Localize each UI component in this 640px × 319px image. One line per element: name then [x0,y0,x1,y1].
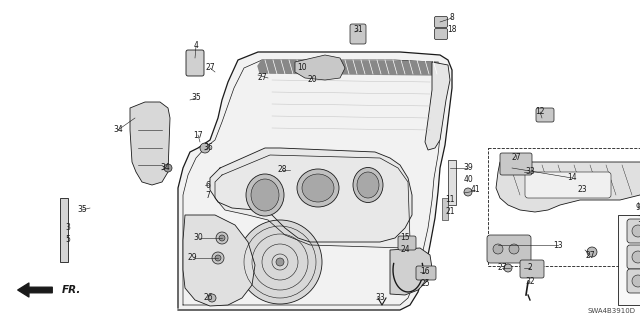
Circle shape [587,247,597,257]
Text: 27: 27 [205,63,215,72]
Text: 28: 28 [277,166,287,174]
Text: 31: 31 [353,26,363,34]
Ellipse shape [357,172,379,198]
Text: 27: 27 [585,250,595,259]
FancyBboxPatch shape [525,172,611,198]
FancyBboxPatch shape [435,17,447,27]
Polygon shape [215,155,410,248]
Text: 39: 39 [463,164,473,173]
Text: 26: 26 [203,293,213,302]
Text: 33: 33 [375,293,385,302]
Text: 13: 13 [553,241,563,249]
Circle shape [276,258,284,266]
Text: 40: 40 [463,175,473,184]
Circle shape [200,143,210,153]
Ellipse shape [297,169,339,207]
Bar [618,215,640,305]
FancyBboxPatch shape [398,236,416,250]
Circle shape [238,220,322,304]
Text: 27: 27 [257,73,267,83]
Text: SWA4B3910D: SWA4B3910D [587,308,635,314]
Circle shape [208,294,216,302]
FancyBboxPatch shape [435,28,447,40]
FancyBboxPatch shape [500,153,532,175]
Bar [448,160,456,205]
Text: 18: 18 [447,26,457,34]
Circle shape [212,252,224,264]
Polygon shape [425,62,450,150]
Text: 36: 36 [203,144,213,152]
Circle shape [504,264,512,272]
Polygon shape [130,102,170,185]
Circle shape [219,235,225,241]
Text: 21: 21 [445,207,455,217]
Text: 27: 27 [511,153,521,162]
FancyArrowPatch shape [18,283,52,297]
Text: 33: 33 [525,167,535,176]
Text: 19: 19 [637,216,640,225]
Text: 6: 6 [205,181,211,189]
Text: 2: 2 [527,263,532,272]
FancyBboxPatch shape [520,260,544,278]
Text: 17: 17 [193,130,203,139]
Circle shape [632,251,640,263]
Circle shape [215,255,221,261]
Text: 9: 9 [636,204,640,212]
Text: 35: 35 [77,205,87,214]
Text: 23: 23 [577,186,587,195]
FancyBboxPatch shape [536,108,554,122]
Ellipse shape [251,179,279,211]
Polygon shape [295,55,345,80]
Text: 5: 5 [65,235,70,244]
Polygon shape [60,198,68,262]
Text: 16: 16 [420,268,430,277]
Polygon shape [496,162,640,212]
Text: 11: 11 [445,196,455,204]
Circle shape [464,188,472,196]
Polygon shape [210,148,412,242]
Ellipse shape [246,174,284,216]
Text: 34: 34 [113,125,123,135]
Text: 4: 4 [193,41,198,49]
Ellipse shape [302,174,334,202]
Polygon shape [258,60,442,75]
Text: 34: 34 [160,164,170,173]
Circle shape [632,225,640,237]
Text: 30: 30 [193,234,203,242]
Text: 12: 12 [535,108,545,116]
Text: 29: 29 [187,254,197,263]
Text: 24: 24 [400,246,410,255]
FancyBboxPatch shape [186,50,204,76]
Circle shape [509,244,519,254]
Text: 41: 41 [470,186,480,195]
FancyBboxPatch shape [416,266,436,280]
Circle shape [632,275,640,287]
Text: 10: 10 [297,63,307,72]
Text: 15: 15 [400,234,410,242]
Text: 3: 3 [65,224,70,233]
Circle shape [493,244,503,254]
FancyBboxPatch shape [627,219,640,243]
Circle shape [216,232,228,244]
FancyBboxPatch shape [627,269,640,293]
Text: FR.: FR. [62,285,81,295]
Polygon shape [178,52,452,310]
FancyBboxPatch shape [487,235,531,263]
Bar [442,198,448,220]
Circle shape [164,164,172,172]
Ellipse shape [353,167,383,203]
Polygon shape [183,215,255,306]
Text: 7: 7 [205,191,211,201]
FancyBboxPatch shape [627,245,640,269]
Text: 25: 25 [420,279,430,288]
Text: 8: 8 [450,13,454,23]
Polygon shape [390,248,432,295]
Text: 20: 20 [307,76,317,85]
Bar [488,148,640,266]
FancyBboxPatch shape [350,24,366,44]
Text: 27: 27 [497,263,507,272]
Text: 32: 32 [525,278,535,286]
Text: 35: 35 [191,93,201,102]
Text: 14: 14 [567,174,577,182]
